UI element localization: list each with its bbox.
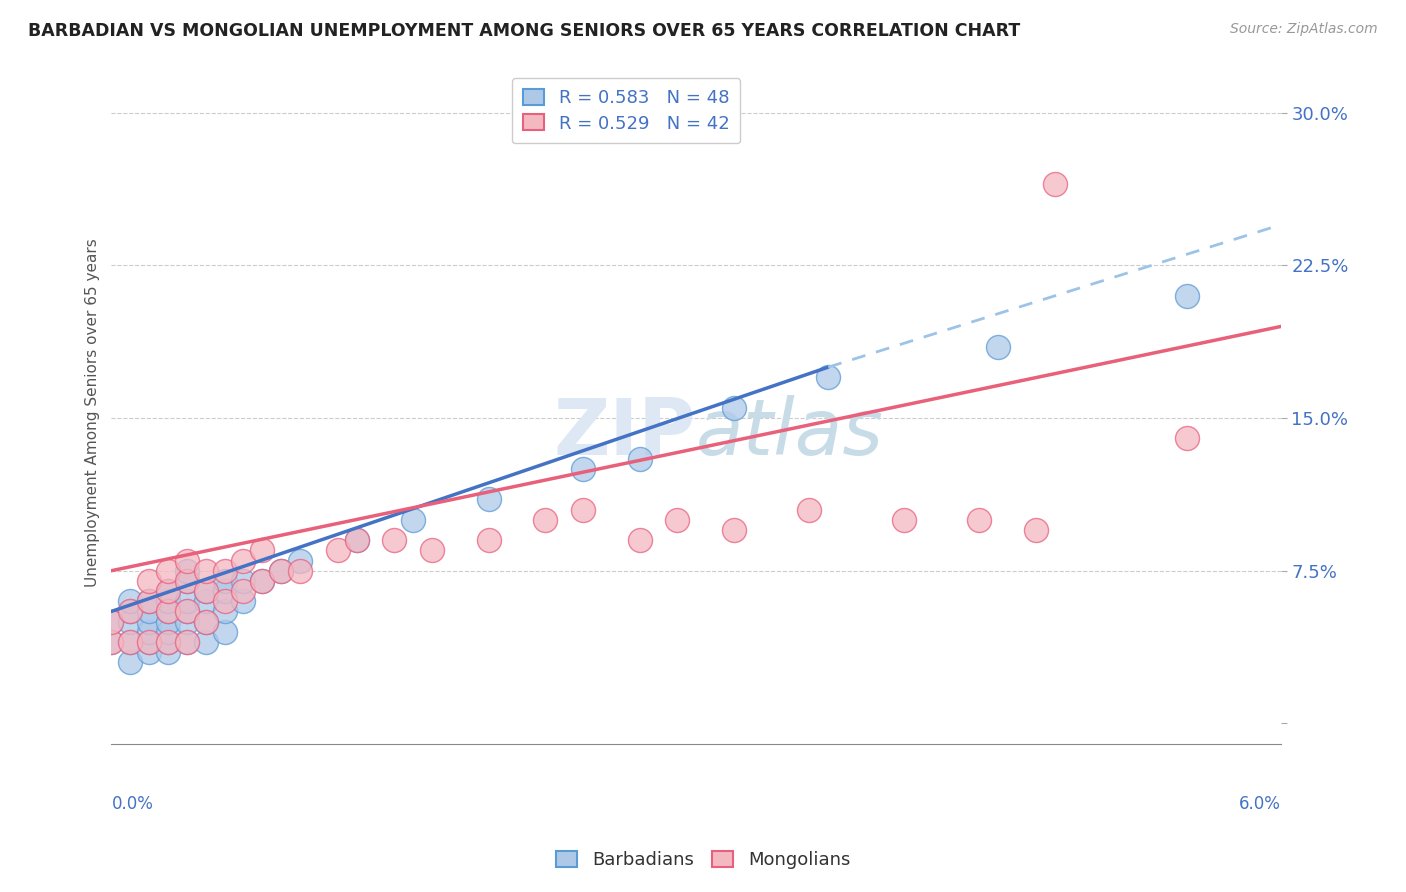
Mongolians bbox=[214, 594, 236, 608]
Barbadians bbox=[120, 655, 142, 669]
Mongolians bbox=[252, 543, 274, 558]
Mongolians bbox=[138, 635, 160, 649]
Barbadians bbox=[100, 615, 122, 629]
Mongolians bbox=[420, 543, 443, 558]
Mongolians bbox=[120, 604, 142, 618]
Barbadians bbox=[402, 513, 425, 527]
Barbadians bbox=[156, 604, 179, 618]
Mongolians bbox=[288, 564, 311, 578]
Barbadians bbox=[138, 635, 160, 649]
Barbadians bbox=[214, 574, 236, 588]
Barbadians bbox=[1175, 289, 1198, 303]
Barbadians bbox=[194, 584, 217, 599]
Barbadians bbox=[194, 615, 217, 629]
Barbadians bbox=[120, 604, 142, 618]
Mongolians bbox=[384, 533, 406, 548]
Text: 0.0%: 0.0% bbox=[111, 795, 153, 813]
Mongolians bbox=[666, 513, 689, 527]
Barbadians bbox=[138, 645, 160, 659]
Barbadians bbox=[176, 594, 198, 608]
Mongolians bbox=[799, 502, 821, 516]
Barbadians bbox=[987, 340, 1010, 354]
Barbadians bbox=[478, 492, 501, 507]
Mongolians bbox=[628, 533, 651, 548]
Mongolians bbox=[967, 513, 990, 527]
Barbadians bbox=[138, 594, 160, 608]
Mongolians bbox=[232, 553, 254, 567]
Mongolians bbox=[100, 615, 122, 629]
Mongolians bbox=[1025, 523, 1047, 537]
Mongolians bbox=[572, 502, 595, 516]
Barbadians bbox=[194, 594, 217, 608]
Mongolians bbox=[534, 513, 557, 527]
Barbadians bbox=[572, 462, 595, 476]
Mongolians bbox=[176, 553, 198, 567]
Mongolians bbox=[156, 635, 179, 649]
Barbadians bbox=[176, 635, 198, 649]
Barbadians bbox=[176, 615, 198, 629]
Barbadians bbox=[232, 594, 254, 608]
Mongolians bbox=[156, 604, 179, 618]
Legend: Barbadians, Mongolians: Barbadians, Mongolians bbox=[547, 842, 859, 879]
Barbadians bbox=[176, 574, 198, 588]
Mongolians bbox=[252, 574, 274, 588]
Mongolians bbox=[478, 533, 501, 548]
Barbadians bbox=[817, 370, 839, 384]
Text: ZIP: ZIP bbox=[554, 395, 696, 471]
Barbadians bbox=[138, 604, 160, 618]
Barbadians bbox=[270, 564, 292, 578]
Barbadians bbox=[194, 635, 217, 649]
Mongolians bbox=[194, 564, 217, 578]
Barbadians bbox=[120, 594, 142, 608]
Mongolians bbox=[893, 513, 915, 527]
Mongolians bbox=[176, 635, 198, 649]
Mongolians bbox=[194, 584, 217, 599]
Mongolians bbox=[194, 615, 217, 629]
Mongolians bbox=[270, 564, 292, 578]
Barbadians bbox=[156, 584, 179, 599]
Mongolians bbox=[138, 594, 160, 608]
Barbadians bbox=[120, 635, 142, 649]
Y-axis label: Unemployment Among Seniors over 65 years: Unemployment Among Seniors over 65 years bbox=[86, 238, 100, 587]
Mongolians bbox=[346, 533, 368, 548]
Mongolians bbox=[1043, 177, 1066, 191]
Barbadians bbox=[138, 624, 160, 639]
Barbadians bbox=[100, 635, 122, 649]
Barbadians bbox=[288, 553, 311, 567]
Mongolians bbox=[176, 604, 198, 618]
Barbadians bbox=[176, 564, 198, 578]
Barbadians bbox=[232, 574, 254, 588]
Text: 6.0%: 6.0% bbox=[1239, 795, 1281, 813]
Mongolians bbox=[1175, 431, 1198, 445]
Text: atlas: atlas bbox=[696, 395, 884, 471]
Barbadians bbox=[723, 401, 745, 415]
Mongolians bbox=[326, 543, 349, 558]
Barbadians bbox=[214, 604, 236, 618]
Barbadians bbox=[156, 594, 179, 608]
Barbadians bbox=[156, 615, 179, 629]
Legend: R = 0.583   N = 48, R = 0.529   N = 42: R = 0.583 N = 48, R = 0.529 N = 42 bbox=[512, 78, 741, 144]
Mongolians bbox=[156, 564, 179, 578]
Barbadians bbox=[214, 624, 236, 639]
Barbadians bbox=[156, 645, 179, 659]
Text: Source: ZipAtlas.com: Source: ZipAtlas.com bbox=[1230, 22, 1378, 37]
Barbadians bbox=[346, 533, 368, 548]
Barbadians bbox=[156, 624, 179, 639]
Barbadians bbox=[138, 615, 160, 629]
Mongolians bbox=[138, 574, 160, 588]
Barbadians bbox=[214, 584, 236, 599]
Mongolians bbox=[232, 584, 254, 599]
Barbadians bbox=[176, 604, 198, 618]
Mongolians bbox=[214, 564, 236, 578]
Mongolians bbox=[100, 635, 122, 649]
Barbadians bbox=[628, 451, 651, 466]
Mongolians bbox=[176, 574, 198, 588]
Mongolians bbox=[120, 635, 142, 649]
Barbadians bbox=[252, 574, 274, 588]
Mongolians bbox=[156, 584, 179, 599]
Barbadians bbox=[120, 615, 142, 629]
Mongolians bbox=[723, 523, 745, 537]
Barbadians bbox=[156, 635, 179, 649]
Text: BARBADIAN VS MONGOLIAN UNEMPLOYMENT AMONG SENIORS OVER 65 YEARS CORRELATION CHAR: BARBADIAN VS MONGOLIAN UNEMPLOYMENT AMON… bbox=[28, 22, 1021, 40]
